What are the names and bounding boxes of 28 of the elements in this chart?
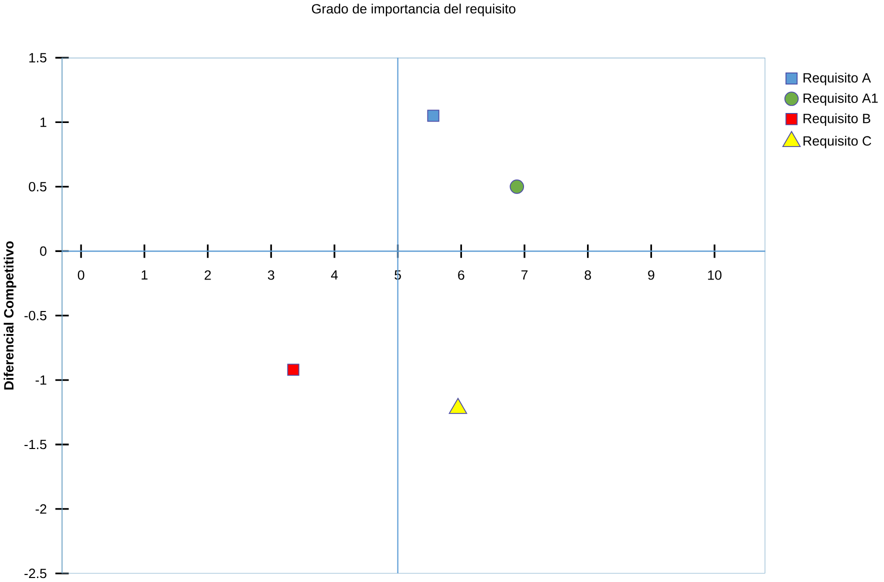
- y-tick-label: 0.5: [28, 182, 46, 192]
- point: [510, 180, 524, 194]
- y-tick-label: -1: [36, 376, 46, 385]
- y-tick-label: 0: [40, 246, 46, 256]
- legend-label: Requisito A: [804, 72, 871, 86]
- x-tick-label: 10: [708, 270, 722, 280]
- x-tick-label: 9: [648, 270, 654, 280]
- x-tick-label: 4: [331, 270, 338, 280]
- legend-label: Requisito A1: [804, 93, 878, 106]
- x-tick-label: 8: [584, 270, 591, 280]
- x-tick-label: 0: [78, 270, 84, 280]
- y-tick-label: -2.5: [24, 568, 46, 578]
- x-tick-label: 6: [458, 270, 464, 280]
- x-tick-label: 7: [521, 270, 528, 280]
- y-tick-label: 1: [40, 118, 46, 127]
- y-tick-label: -0.5: [24, 310, 46, 320]
- x-tick-label: 3: [268, 270, 274, 280]
- point: [287, 364, 300, 376]
- y-tick-label: 1.5: [29, 53, 46, 62]
- x-tick-label: 1: [142, 270, 148, 280]
- y-tick-label: -1.5: [24, 440, 46, 450]
- legend-label: Requisito C: [804, 136, 872, 148]
- x-tick-label: 2: [204, 270, 211, 280]
- point: [427, 110, 440, 122]
- x-axis-title: Grado de importancia del requisito: [312, 4, 516, 16]
- legend-label: Requisito B: [804, 113, 870, 126]
- y-tick-label: -2: [36, 504, 46, 514]
- y-axis-title: Diferencial Competitivo: [4, 241, 16, 390]
